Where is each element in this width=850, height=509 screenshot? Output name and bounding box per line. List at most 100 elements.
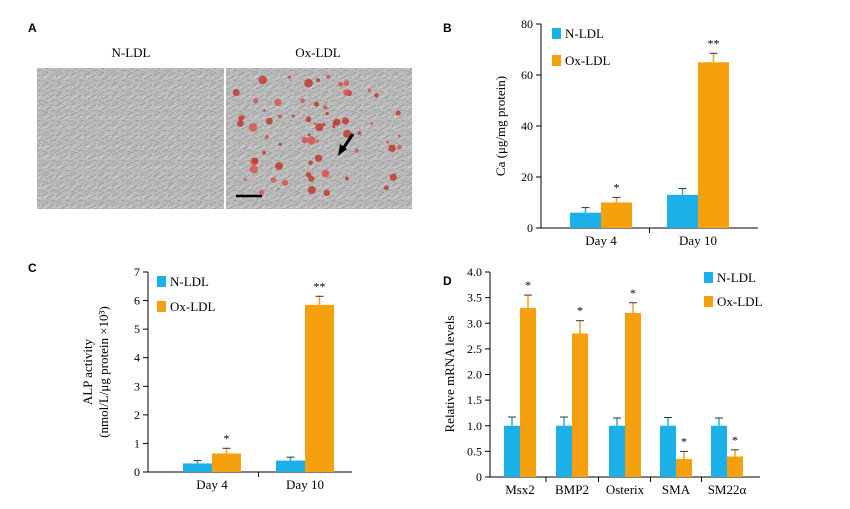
y-tick-label: 0 (134, 465, 140, 479)
red-nodule (333, 118, 341, 126)
y-tick-label: 3.5 (467, 291, 482, 305)
bar-ox-ldl (698, 62, 729, 228)
red-nodule (259, 189, 265, 195)
bar-n-ldl (276, 460, 305, 472)
y-tick-label: 40 (521, 119, 533, 133)
legend-swatch-n-ldl (157, 276, 166, 287)
legend-swatch-n-ldl (552, 28, 561, 39)
red-nodule (264, 135, 269, 140)
bar-n-ldl (183, 463, 212, 472)
calcified-nodules (232, 74, 402, 196)
y-tick-label: 1.5 (467, 393, 482, 407)
red-nodule (263, 109, 266, 112)
y-tick-label: 4.0 (467, 265, 482, 279)
micrograph-right-title: Ox-LDL (295, 45, 341, 60)
y-tick-label: 1.0 (467, 419, 482, 433)
panel-letter-c: C (28, 261, 37, 275)
red-nodule (277, 187, 280, 190)
y-tick-label: 80 (521, 17, 533, 31)
red-nodule (343, 129, 352, 138)
y-tick-label: 2.5 (467, 342, 482, 356)
bar-ox-ldl (727, 456, 743, 477)
red-nodule (305, 172, 311, 178)
red-nodule (338, 81, 344, 87)
significance-mark: * (681, 434, 687, 448)
y-tick-label: 2.0 (467, 368, 482, 382)
red-nodule (322, 123, 326, 127)
red-nodule (266, 117, 273, 125)
category-label: SM22α (708, 482, 747, 497)
significance-mark: * (732, 433, 738, 447)
red-nodule (354, 148, 359, 153)
bar-ox-ldl (676, 459, 692, 477)
red-nodule (313, 101, 319, 107)
red-nodule (388, 144, 396, 152)
significance-mark: ** (708, 36, 720, 50)
y-tick-label: 4 (134, 351, 140, 365)
y-axis-label: Relative mRNA levels (442, 316, 457, 433)
panel-letter-a: A (28, 21, 37, 35)
bar-ox-ldl (572, 333, 588, 477)
red-nodule (236, 120, 244, 127)
legend-label: N-LDL (170, 274, 209, 289)
red-nodule (232, 89, 240, 96)
legend-label: Ox-LDL (170, 299, 216, 314)
red-nodule (248, 123, 258, 132)
red-nodule (253, 98, 259, 104)
category-label: SMA (662, 482, 691, 497)
bar-n-ldl (609, 425, 625, 477)
category-label: Osterix (606, 482, 645, 497)
red-nodule (305, 116, 312, 123)
red-nodule (321, 169, 330, 178)
red-nodule (314, 154, 323, 162)
bar-n-ldl (667, 194, 698, 228)
bar-n-ldl (504, 425, 520, 477)
red-nodule (389, 173, 397, 181)
bar-n-ldl (660, 425, 676, 477)
legend-swatch-n-ldl (704, 272, 713, 283)
y-tick-label: 2 (134, 408, 140, 422)
legend-swatch-ox-ldl (552, 55, 561, 66)
significance-mark: * (614, 180, 620, 194)
category-label: Day 10 (286, 477, 324, 492)
chart-d: D 0 0.5 1.0 1.5 2.0 2.5 3.0 3.5 4.0 * Msx2 * BMP2 * Ost… (442, 265, 763, 497)
legend-label: Ox-LDL (565, 53, 611, 68)
red-nodule (288, 75, 291, 79)
red-nodule (397, 144, 402, 150)
bar-ox-ldl (520, 307, 536, 477)
red-nodule (383, 185, 389, 191)
y-tick-label: 3.0 (467, 316, 482, 330)
y-axis-label: ALP activity (80, 338, 95, 405)
red-nodule (307, 136, 316, 145)
legend-swatch-ox-ldl (704, 296, 713, 307)
bar-n-ldl (570, 212, 601, 228)
red-nodule (259, 77, 263, 80)
red-nodule (275, 162, 283, 170)
y-tick-label: 1 (134, 436, 140, 450)
red-nodule (307, 133, 311, 137)
red-nodule (314, 122, 317, 126)
red-nodule (249, 165, 258, 174)
red-nodule (258, 75, 267, 85)
red-nodule (238, 115, 244, 122)
legend-label: Ox-LDL (717, 294, 763, 309)
red-nodule (243, 178, 247, 182)
red-nodule (304, 78, 313, 88)
chart-b: B 0 20 40 60 80 * Day 4 ** Day 10 Ca (μg/mg protei… (443, 17, 758, 248)
red-nodule (315, 78, 321, 83)
y-tick-label: 3 (134, 379, 140, 393)
red-nodule (332, 125, 336, 129)
red-nodule (397, 134, 401, 137)
bar-n-ldl (711, 425, 727, 477)
red-nodule (343, 80, 350, 86)
red-nodule (323, 189, 330, 196)
red-nodule (270, 177, 277, 183)
red-nodule (370, 122, 374, 125)
category-label: Day 10 (679, 233, 717, 248)
red-nodule (345, 176, 349, 181)
micrograph-n-ldl (37, 68, 224, 209)
y-tick-label: 0 (527, 221, 533, 235)
y-tick-label: 6 (134, 294, 140, 308)
micrograph-left-title: N-LDL (112, 45, 151, 60)
red-nodule (374, 93, 379, 98)
